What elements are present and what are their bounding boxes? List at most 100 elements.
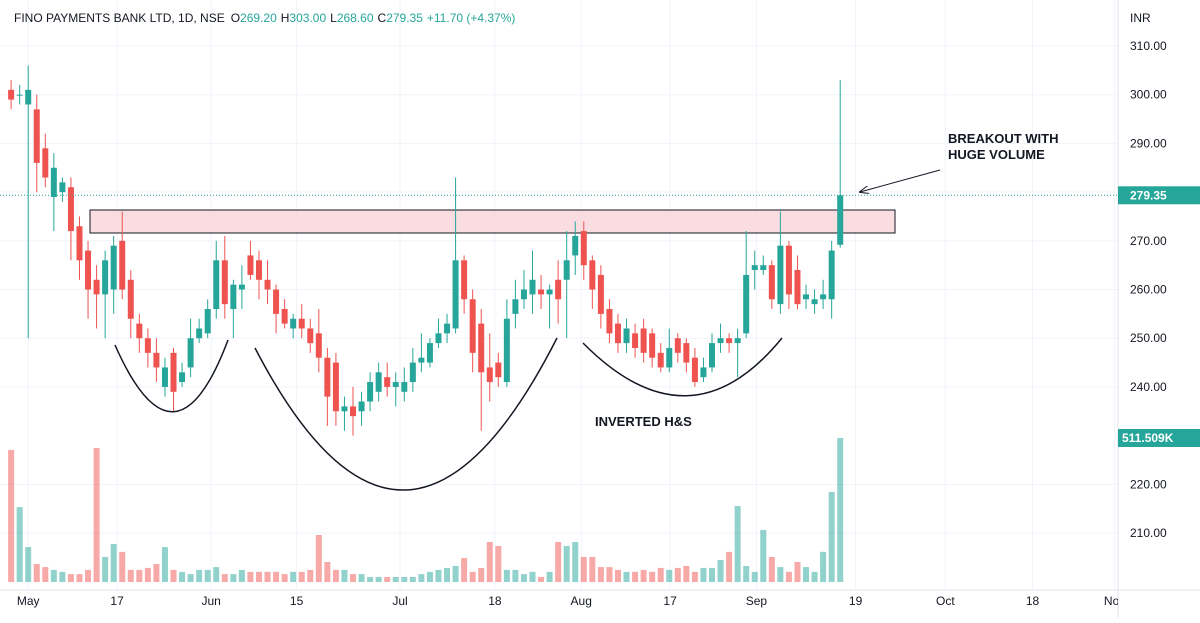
candle-body [409,362,416,383]
volume-bar [230,574,237,582]
volume-bar [580,556,587,582]
candle-body [520,289,527,300]
candle-body [67,187,74,232]
axes: May 17 Jun 15 Jul 18 Aug 17 Sep 19 Oct 18 Nov 210.00 2… [17,39,1200,608]
volume-bar [358,574,365,582]
candle-body [110,245,117,290]
volume-bar [85,569,92,582]
y-tick-label: 210.00 [1130,526,1167,540]
volume-bar [614,569,621,582]
volume-bar [597,567,604,582]
last-volume-label: 511.509K [1122,431,1174,445]
candle-body [213,260,220,310]
volume-bar [572,542,579,582]
volume-bar [307,569,314,582]
candle-body [25,89,32,105]
volume-bar [717,560,724,582]
volume-bar [811,571,818,582]
volume-bar [273,571,280,582]
x-tick-label: 19 [849,594,863,608]
candle-body [461,260,468,300]
x-axis-labels: May 17 Jun 15 Jul 18 Aug 17 Sep 19 Oct 18 Nov [17,594,1118,608]
last-price-label: 279.35 [1130,188,1167,202]
candle-body [683,343,690,363]
candle-body [589,260,596,290]
candle-body [708,343,715,368]
candle-body [828,250,835,300]
volume-bar [683,565,690,582]
candle-body [478,323,485,373]
volume-bar [666,569,673,582]
volume-bar [546,571,553,582]
volume-bar [204,569,211,582]
candle-body [33,109,40,163]
volume-bar [726,551,733,582]
candle-body [315,333,322,358]
volume-bar [623,571,630,582]
volume-bar [281,574,288,582]
candle-body [350,406,357,417]
left-shoulder-curve [114,339,229,413]
volume-bar [674,567,681,582]
candle-body [264,279,271,290]
volume-bar [221,574,228,582]
l-label: L [330,11,337,25]
volume-bar [213,567,220,582]
candle-body [777,245,784,305]
volume-bar [768,556,775,582]
candle-body [392,382,399,387]
candle-body [632,333,639,348]
candle-body [469,299,476,353]
low-value: 268.60 [337,11,374,25]
candle-body [332,362,339,412]
candle-body [255,260,262,280]
volume-bar [67,574,74,582]
candle-body [435,333,442,344]
volume-bar [828,491,835,582]
volume-bar [820,551,827,582]
volume-bar [760,529,767,582]
volume-bar [25,547,32,582]
x-tick-label: Jul [392,594,407,608]
annotation: HUGE VOLUME [948,147,1045,162]
volume-bar [657,567,664,582]
candle-body [486,367,493,383]
volume-bar [520,574,527,582]
volume-bar [298,571,305,582]
y-tick-label: 270.00 [1130,234,1167,248]
volume-bar [187,574,194,582]
volume-bar [452,565,459,582]
candle-body [247,255,254,275]
arrow [860,169,941,192]
candle-body [751,265,758,271]
volume-bar [444,567,451,582]
volume-pane [8,438,844,582]
volume-bar [538,576,545,582]
volume-bar [110,543,117,582]
y-tick-label: 290.00 [1130,136,1167,150]
volume-bar [384,576,391,582]
candle-body [837,195,844,245]
volume-bar [486,542,493,582]
volume-bar [127,569,134,582]
candle-body [666,347,673,368]
candle-body [418,357,425,363]
candle-body [597,274,604,314]
candle-body [59,182,66,193]
candle-body [375,372,382,392]
volume-bar [743,565,750,582]
candle-body [768,265,775,300]
x-tick-label: May [17,594,40,608]
volume-bar [392,576,399,582]
x-tick-label: 15 [290,594,304,608]
candle-body [785,245,792,295]
volume-bar [136,569,143,582]
candle-body [341,406,348,412]
candle-body [606,309,613,334]
volume-bar [264,571,271,582]
candle-body [196,328,203,339]
x-tick-label: Sep [746,594,768,608]
candle-body [794,270,801,305]
candle-body [649,333,656,358]
volume-bar [153,563,160,582]
